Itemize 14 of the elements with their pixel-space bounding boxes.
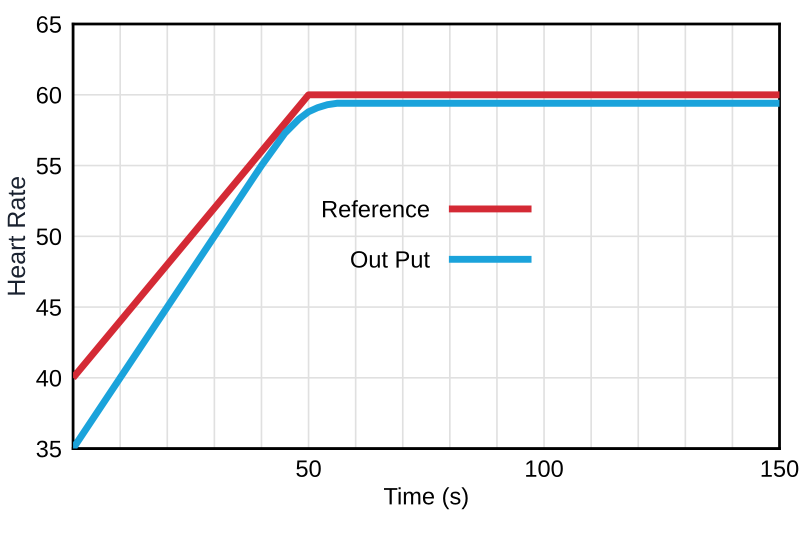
y-tick-label: 65	[36, 16, 61, 33]
x-tick-label: 100	[526, 460, 563, 478]
y-tick-label: 45	[36, 299, 61, 316]
legend-label: Out Put	[351, 251, 430, 268]
legend-label: Reference	[323, 200, 429, 218]
y-axis-title: Heart Rate	[8, 176, 26, 295]
y-tick-label: 55	[36, 158, 61, 174]
x-tick-label: 50	[296, 460, 321, 478]
y-tick-label: 60	[36, 86, 62, 104]
y-tick-label: 40	[36, 370, 62, 387]
x-axis-title: Time (s)	[384, 487, 468, 510]
y-tick-label: 50	[36, 228, 62, 246]
x-tick-label: 150	[762, 460, 798, 478]
y-tick-label: 35	[36, 440, 61, 458]
